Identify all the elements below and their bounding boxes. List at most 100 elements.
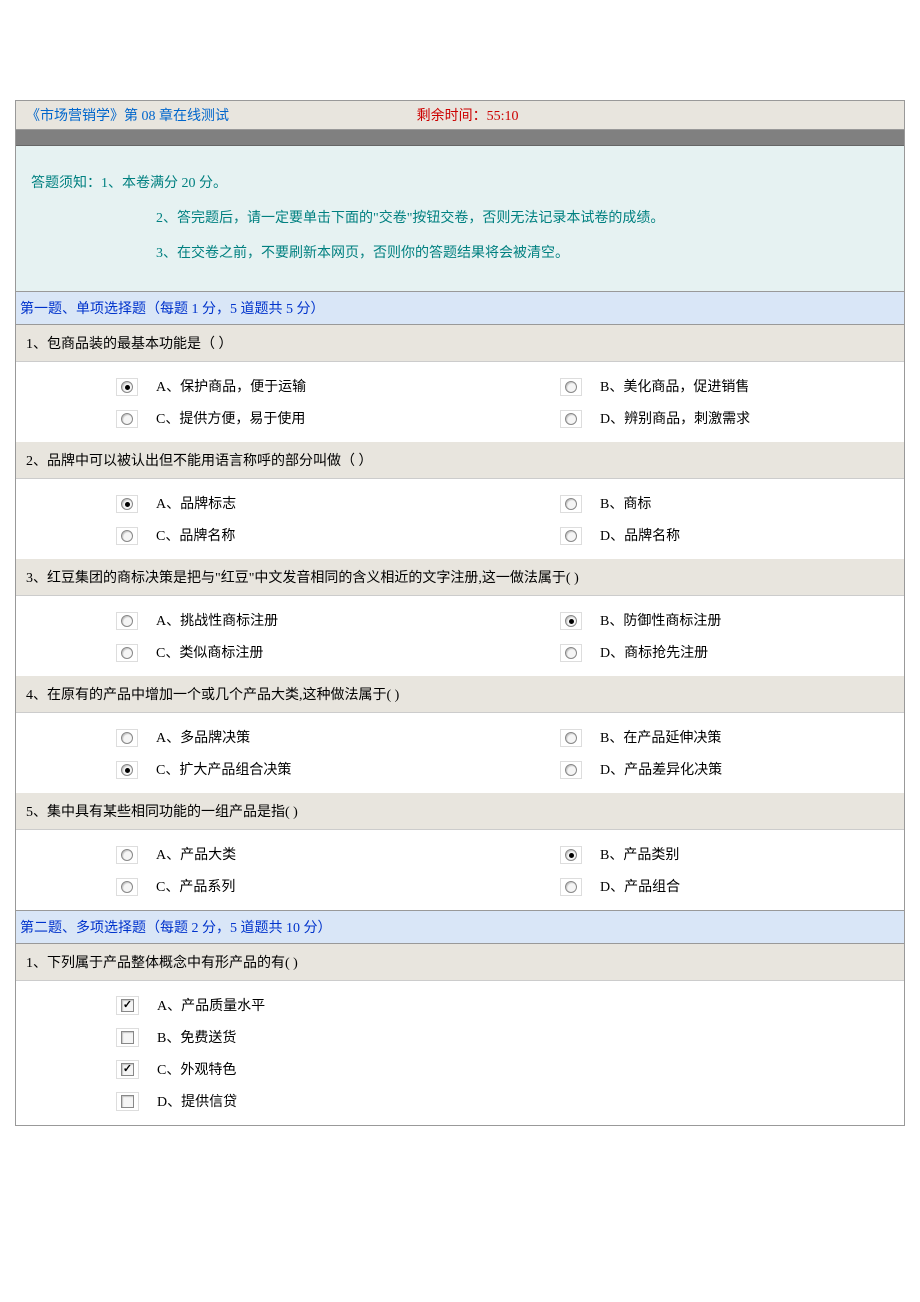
option-cell: ✓C、外观特色	[16, 1053, 904, 1085]
checkbox[interactable]: ✓	[116, 1060, 139, 1079]
radio-button[interactable]	[116, 878, 138, 896]
option-row: C、类似商标注册 D、商标抢先注册	[16, 636, 904, 668]
option-label: B、在产品延伸决策	[600, 727, 721, 747]
question-text: 2、品牌中可以被认出但不能用语言称呼的部分叫做（ ）	[16, 442, 904, 479]
instructions-panel: 答题须知：1、本卷满分 20 分。 2、答完题后，请一定要单击下面的"交卷"按钮…	[16, 146, 904, 291]
section1-body: 1、包商品装的最基本功能是（ ） A、保护商品，便于运输 B、美化商品，促进销售 C、…	[16, 325, 904, 910]
option-label: B、美化商品，促进销售	[600, 376, 749, 396]
option-row: C、提供方便，易于使用 D、辨别商品，刺激需求	[16, 402, 904, 434]
radio-button[interactable]	[560, 495, 582, 513]
radio-button[interactable]	[116, 495, 138, 513]
question-text: 4、在原有的产品中增加一个或几个产品大类,这种做法属于( )	[16, 676, 904, 713]
option-cell: A、产品大类	[16, 844, 460, 864]
option-row: A、保护商品，便于运输 B、美化商品，促进销售	[16, 370, 904, 402]
options-area: ✓A、产品质量水平✓B、免费送货✓C、外观特色✓D、提供信贷	[16, 981, 904, 1125]
option-cell: A、保护商品，便于运输	[16, 376, 460, 396]
radio-button[interactable]	[560, 846, 582, 864]
option-row: C、品牌名称D、品牌名称	[16, 519, 904, 551]
instruction-2: 2、答完题后，请一定要单击下面的"交卷"按钮交卷，否则无法记录本试卷的成绩。	[31, 201, 889, 236]
option-cell: C、品牌名称	[16, 525, 460, 545]
instruction-3: 3、在交卷之前，不要刷新本网页，否则你的答题结果将会被清空。	[31, 236, 889, 271]
options-area: A、挑战性商标注册 B、防御性商标注册 C、类似商标注册 D、商标抢先注册	[16, 596, 904, 676]
option-cell: A、品牌标志	[16, 493, 460, 513]
option-label: C、扩大产品组合决策	[156, 759, 291, 779]
option-cell: D、辨别商品，刺激需求	[460, 408, 904, 428]
option-cell: D、产品组合	[460, 876, 904, 896]
option-cell: D、商标抢先注册	[460, 642, 904, 662]
radio-button[interactable]	[116, 729, 138, 747]
radio-button[interactable]	[560, 878, 582, 896]
radio-button[interactable]	[560, 644, 582, 662]
section2-body: 1、下列属于产品整体概念中有形产品的有( )✓A、产品质量水平✓B、免费送货✓C…	[16, 944, 904, 1125]
option-label: D、提供信贷	[157, 1091, 237, 1111]
option-row: A、挑战性商标注册 B、防御性商标注册	[16, 604, 904, 636]
radio-button[interactable]	[116, 644, 138, 662]
quiz-title: 《市场营销学》第 08 章在线测试	[26, 105, 417, 125]
option-cell: ✓ D、提供信贷	[16, 1085, 904, 1117]
option-cell: ✓ A、产品质量水平	[16, 989, 904, 1021]
radio-button[interactable]	[116, 761, 138, 779]
radio-button[interactable]	[560, 410, 582, 428]
option-row: C、产品系列 D、产品组合	[16, 870, 904, 902]
radio-button[interactable]	[116, 527, 138, 545]
option-cell: B、在产品延伸决策	[460, 727, 904, 747]
option-cell: B、美化商品，促进销售	[460, 376, 904, 396]
quiz-container: 《市场营销学》第 08 章在线测试 剩余时间：55:10 答题须知：1、本卷满分…	[15, 100, 905, 1126]
instruction-1: 答题须知：1、本卷满分 20 分。	[31, 166, 889, 201]
option-label: C、产品系列	[156, 876, 235, 896]
options-area: A、多品牌决策 B、在产品延伸决策 C、扩大产品组合决策 D、产品差异化决策	[16, 713, 904, 793]
option-cell: B、防御性商标注册	[460, 610, 904, 630]
section1-header: 第一题、单项选择题（每题 1 分，5 道题共 5 分）	[16, 291, 904, 325]
option-label: A、产品大类	[156, 844, 236, 864]
option-label: D、产品组合	[600, 876, 680, 896]
option-cell: C、扩大产品组合决策	[16, 759, 460, 779]
radio-button[interactable]	[560, 378, 582, 396]
radio-button[interactable]	[116, 410, 138, 428]
option-label: A、多品牌决策	[156, 727, 250, 747]
gray-band	[16, 130, 904, 146]
option-label: A、保护商品，便于运输	[156, 376, 306, 396]
option-row: A、多品牌决策 B、在产品延伸决策	[16, 721, 904, 753]
question-text: 3、红豆集团的商标决策是把与"红豆"中文发音相同的含义相近的文字注册,这一做法属…	[16, 559, 904, 596]
radio-button[interactable]	[116, 612, 138, 630]
option-label: B、免费送货	[157, 1027, 236, 1047]
option-label: D、产品差异化决策	[600, 759, 722, 779]
question-text: 1、包商品装的最基本功能是（ ）	[16, 325, 904, 362]
options-area: A、产品大类 B、产品类别 C、产品系列 D、产品组合	[16, 830, 904, 910]
option-cell: D、品牌名称	[460, 525, 904, 545]
options-area: A、品牌标志 B、商标 C、品牌名称D、品牌名称	[16, 479, 904, 559]
options-area: A、保护商品，便于运输 B、美化商品，促进销售 C、提供方便，易于使用 D、辨别商品，…	[16, 362, 904, 442]
option-label: A、挑战性商标注册	[156, 610, 278, 630]
radio-button[interactable]	[560, 612, 582, 630]
option-label: D、辨别商品，刺激需求	[600, 408, 750, 428]
section2-header: 第二题、多项选择题（每题 2 分，5 道题共 10 分）	[16, 910, 904, 944]
option-label: A、产品质量水平	[157, 995, 265, 1015]
option-row: C、扩大产品组合决策 D、产品差异化决策	[16, 753, 904, 785]
radio-button[interactable]	[560, 729, 582, 747]
radio-button[interactable]	[116, 378, 138, 396]
option-label: C、类似商标注册	[156, 642, 263, 662]
option-cell: A、挑战性商标注册	[16, 610, 460, 630]
option-cell: B、商标	[460, 493, 904, 513]
radio-button[interactable]	[116, 846, 138, 864]
option-cell: A、多品牌决策	[16, 727, 460, 747]
option-row: A、品牌标志 B、商标	[16, 487, 904, 519]
option-cell: C、提供方便，易于使用	[16, 408, 460, 428]
option-label: B、商标	[600, 493, 651, 513]
timer-label: 剩余时间：	[417, 109, 487, 124]
option-cell: B、产品类别	[460, 844, 904, 864]
option-label: D、商标抢先注册	[600, 642, 708, 662]
radio-button[interactable]	[560, 527, 582, 545]
radio-button[interactable]	[560, 761, 582, 779]
checkbox[interactable]: ✓	[116, 1092, 139, 1111]
option-cell: C、类似商标注册	[16, 642, 460, 662]
option-cell: ✓ B、免费送货	[16, 1021, 904, 1053]
question-text: 5、集中具有某些相同功能的一组产品是指( )	[16, 793, 904, 830]
checkbox[interactable]: ✓	[116, 996, 139, 1015]
option-label: B、防御性商标注册	[600, 610, 721, 630]
checkbox[interactable]: ✓	[116, 1028, 139, 1047]
option-cell: D、产品差异化决策	[460, 759, 904, 779]
option-cell: C、产品系列	[16, 876, 460, 896]
option-row: A、产品大类 B、产品类别	[16, 838, 904, 870]
option-label: B、产品类别	[600, 844, 679, 864]
